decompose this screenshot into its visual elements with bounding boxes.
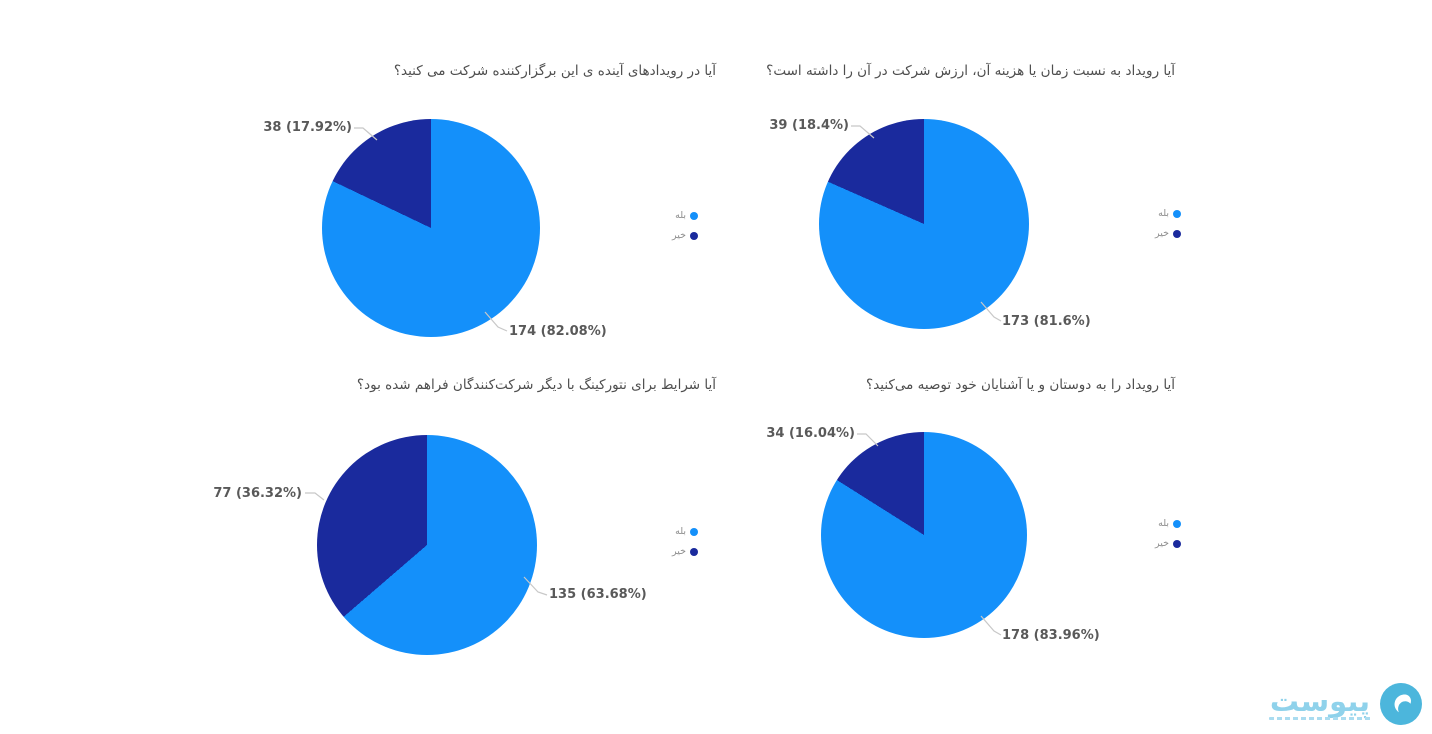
legend-item-no[interactable]: خیر: [672, 546, 698, 557]
label-connector-line: [354, 127, 378, 141]
brand-wordmark-block: پیوست: [1269, 684, 1371, 720]
chart-legend: بله خیر: [1155, 518, 1181, 549]
legend-label-no: خیر: [1155, 538, 1169, 549]
peyvast-watermark: پیوست: [1269, 680, 1422, 728]
chart-title: آیا شرایط برای نتورکینگ با دیگر شرکت‌کنن…: [356, 377, 716, 393]
legend-item-no[interactable]: خیر: [1155, 538, 1181, 549]
legend-label-yes: بله: [1158, 518, 1169, 529]
slice-label-yes: 173 (81.6%): [1002, 314, 1091, 329]
pie-chart[interactable]: [821, 432, 1027, 638]
legend-dot-no: [690, 231, 698, 240]
legend-item-no[interactable]: خیر: [1155, 228, 1181, 239]
slice-label-no: 38 (17.92%): [263, 120, 352, 135]
slice-label-yes: 174 (82.08%): [509, 324, 607, 339]
legend-dot-yes: [690, 211, 698, 220]
legend-dot-no: [1173, 539, 1181, 548]
chart-title: آیا در رویدادهای آینده ی این برگزارکننده…: [393, 63, 716, 79]
chart-title: آیا رویداد را به دوستان و یا آشنایان خود…: [866, 377, 1175, 393]
brand-wordmark: پیوست: [1269, 684, 1371, 718]
chart-legend: بله خیر: [1155, 208, 1181, 239]
slice-label-no: 39 (18.4%): [769, 118, 849, 133]
chart-legend: بله خیر: [672, 210, 698, 241]
legend-item-yes[interactable]: بله: [1155, 518, 1181, 529]
brand-tagline: [1269, 717, 1371, 720]
label-connector-line: [980, 301, 1002, 322]
legend-dot-yes: [1173, 519, 1181, 528]
slice-label-yes: 178 (83.96%): [1002, 628, 1100, 643]
legend-label-yes: بله: [675, 526, 686, 537]
legend-dot-yes: [690, 527, 698, 536]
legend-item-yes[interactable]: بله: [1155, 208, 1181, 219]
label-connector-line: [980, 615, 1002, 636]
slice-label-no: 77 (36.32%): [213, 486, 302, 501]
legend-label-yes: بله: [1158, 208, 1169, 219]
legend-item-yes[interactable]: بله: [672, 210, 698, 221]
label-connector-line: [484, 311, 508, 332]
pie-chart[interactable]: [819, 119, 1029, 329]
brand-logo-icon: [1380, 683, 1422, 725]
chart-title: آیا رویداد به نسبت زمان یا هزینه آن، ارز…: [766, 63, 1175, 79]
legend-dot-no: [1173, 229, 1181, 238]
label-connector-line: [523, 576, 548, 596]
slice-label-no: 34 (16.04%): [766, 426, 855, 441]
legend-dot-no: [690, 547, 698, 556]
legend-item-yes[interactable]: بله: [672, 526, 698, 537]
legend-label-no: خیر: [672, 546, 686, 557]
pie-chart[interactable]: [317, 435, 537, 655]
label-connector-line: [857, 433, 879, 447]
legend-label-no: خیر: [1155, 228, 1169, 239]
legend-item-no[interactable]: خیر: [672, 230, 698, 241]
label-connector-line: [851, 125, 875, 139]
label-connector-line: [305, 492, 325, 501]
slice-label-yes: 135 (63.68%): [549, 587, 647, 602]
legend-label-no: خیر: [672, 230, 686, 241]
legend-label-yes: بله: [675, 210, 686, 221]
legend-dot-yes: [1173, 209, 1181, 218]
chart-legend: بله خیر: [672, 526, 698, 557]
pie-chart[interactable]: [322, 119, 540, 337]
